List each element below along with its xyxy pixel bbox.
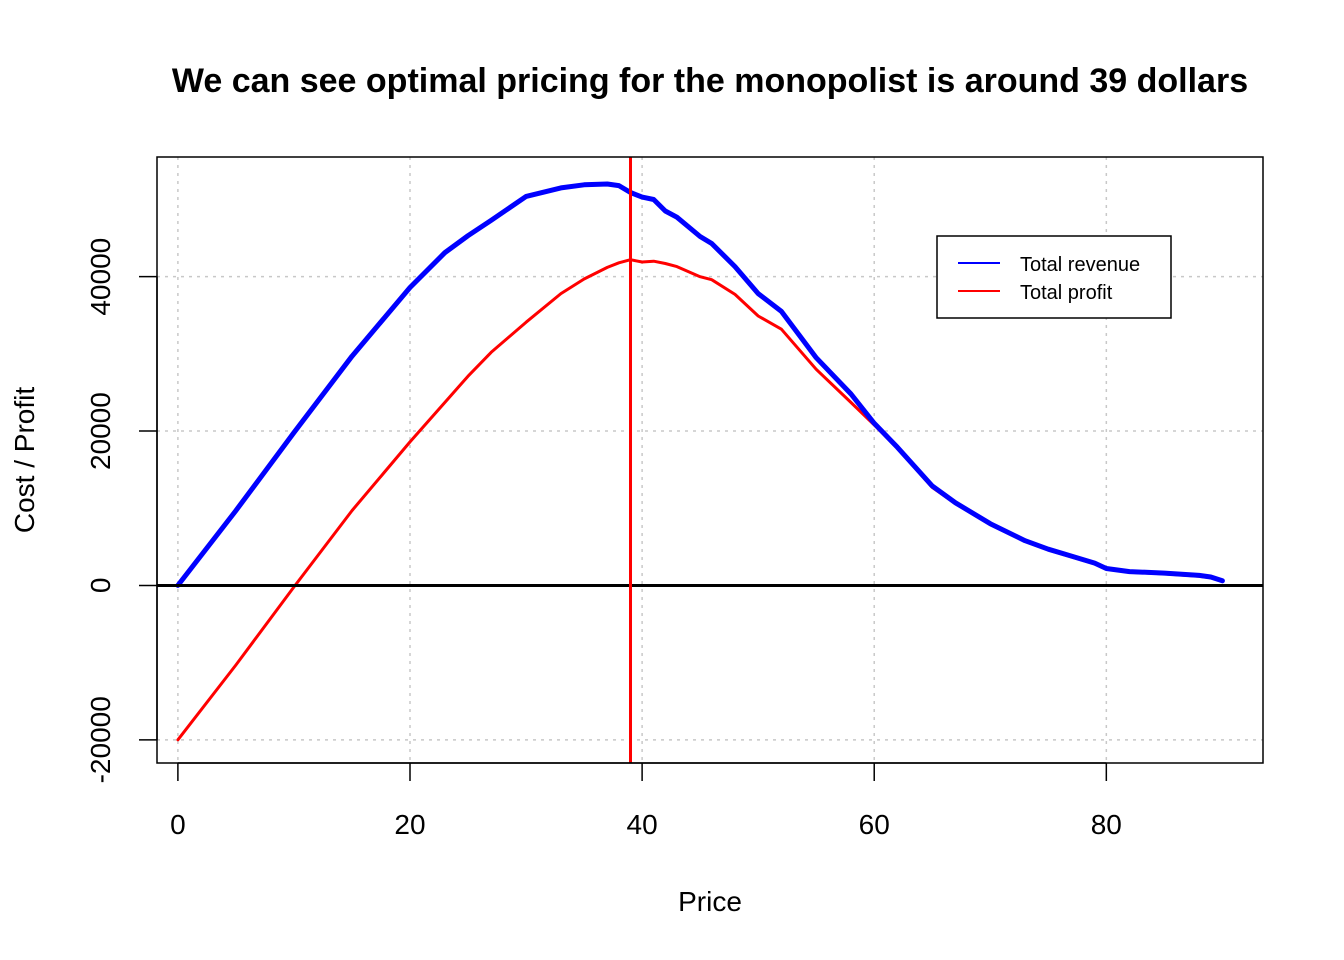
chart-title: We can see optimal pricing for the monop… (172, 62, 1248, 100)
y-tick-label-1: 0 (85, 578, 116, 594)
x-axis-label: Price (678, 886, 742, 917)
y-tick-label-0: -20000 (85, 696, 116, 783)
series-line-1 (176, 258, 1224, 742)
plot-area (157, 157, 1263, 763)
y-axis-label: Cost / Profit (9, 387, 40, 533)
y-axis: -20000 0 20000 40000 (85, 238, 158, 783)
x-tick-label-3: 60 (859, 809, 890, 840)
legend-label-profit: Total profit (1020, 282, 1113, 304)
x-tick-label-4: 80 (1091, 809, 1122, 840)
x-tick-label-2: 40 (627, 809, 658, 840)
y-tick-label-3: 40000 (85, 238, 116, 316)
x-tick-label-1: 20 (394, 809, 425, 840)
legend-box (936, 235, 1172, 319)
x-axis: 0 20 40 60 80 (170, 762, 1122, 840)
y-tick-label-2: 20000 (85, 392, 116, 470)
legend: Total revenue Total profit (936, 235, 1172, 319)
legend-label-revenue: Total revenue (1020, 254, 1140, 276)
series-line-0 (175, 181, 1225, 588)
x-tick-label-0: 0 (170, 809, 186, 840)
